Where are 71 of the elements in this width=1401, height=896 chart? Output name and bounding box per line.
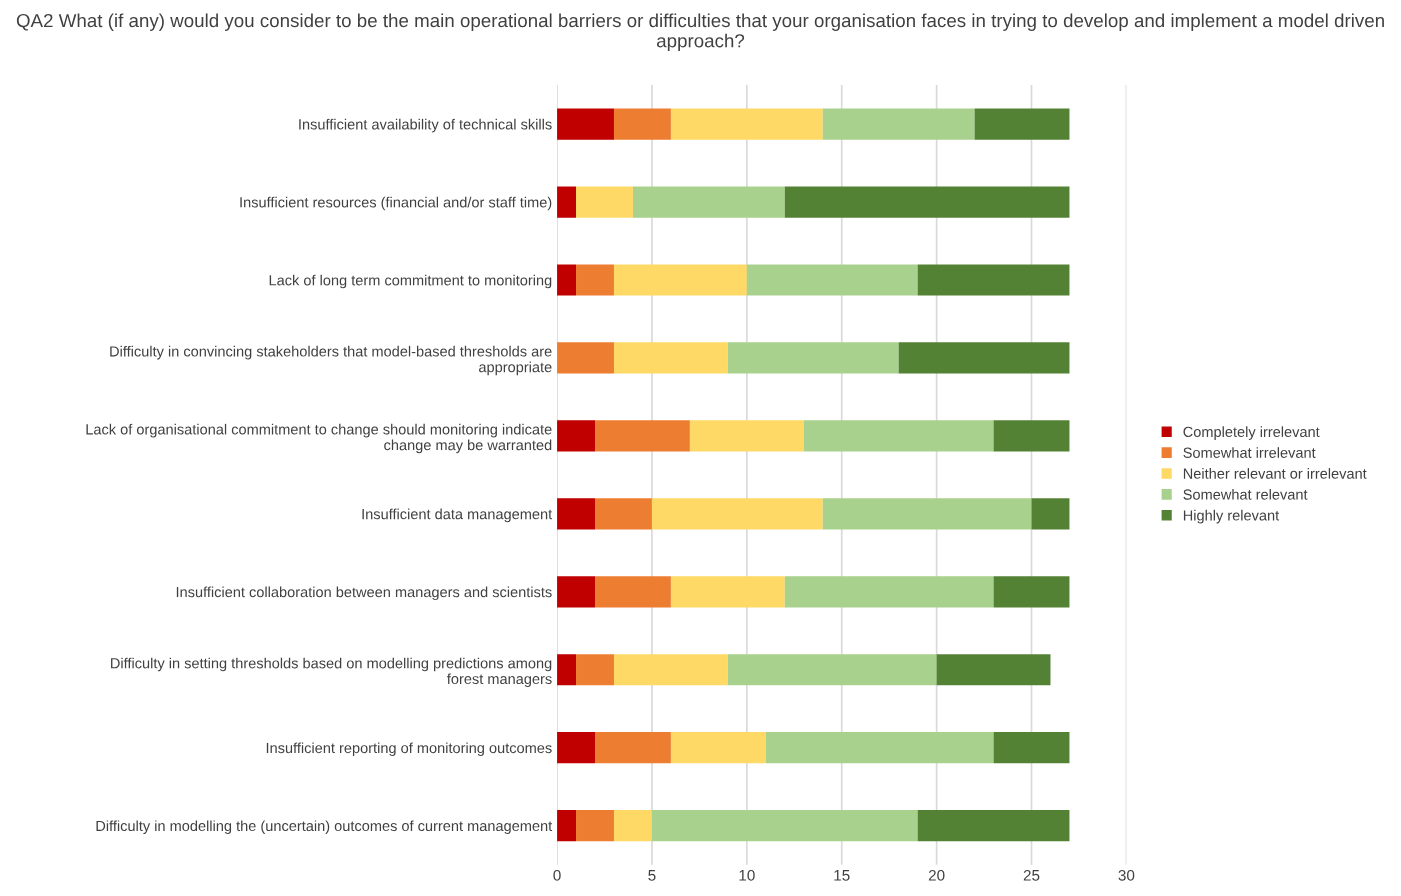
bar xyxy=(595,732,671,764)
bar xyxy=(576,264,614,296)
bar xyxy=(974,108,1070,140)
bar xyxy=(576,810,614,842)
legend-label: Completely irrelevant xyxy=(1183,426,1320,440)
bar xyxy=(936,654,1051,686)
y-tick-label: Difficulty in modelling the (uncertain) outcomes of current management xyxy=(96,820,553,834)
x-tick-label: 30 xyxy=(1118,869,1135,881)
bar xyxy=(557,108,614,140)
bar xyxy=(557,186,577,218)
bar xyxy=(576,654,614,686)
legend-label: Neither relevant or irrelevant xyxy=(1183,468,1367,479)
bar xyxy=(651,498,823,530)
bar xyxy=(670,732,766,764)
bar xyxy=(613,108,671,140)
bar xyxy=(576,186,633,218)
bar xyxy=(993,576,1070,608)
y-tick-label: Insufficient reporting of monitoring outcomes xyxy=(266,742,552,757)
bar xyxy=(803,420,994,452)
bar xyxy=(557,420,595,452)
bar xyxy=(993,732,1070,764)
y-tick-label: Difficulty in convincing stakeholders that model-based thresholds are appropriate xyxy=(110,345,552,376)
bar xyxy=(595,420,690,452)
x-tick-label: 5 xyxy=(648,870,656,881)
bar xyxy=(993,420,1070,452)
bar xyxy=(898,342,1070,374)
bar xyxy=(557,342,614,374)
bar xyxy=(613,264,747,296)
y-tick-label: Insufficient collaboration between managers and scientists xyxy=(176,586,552,601)
y-tick-label: Insufficient data management xyxy=(362,508,553,523)
bar xyxy=(613,810,652,842)
bar xyxy=(822,498,1032,530)
bar xyxy=(1031,498,1070,530)
y-tick-label: Insufficient resources (financial and/or staff time) xyxy=(240,196,552,211)
bar xyxy=(613,342,728,374)
bar xyxy=(822,108,975,140)
legend-label: Highly relevant xyxy=(1183,509,1280,524)
y-tick-label: Lack of long term commitment to monitoring xyxy=(269,274,552,289)
y-tick-label: Lack of organisational commitment to change should monitoring indicate change may be warranted xyxy=(86,423,552,454)
y-tick-label: Insufficient availability of technical skills xyxy=(299,118,552,133)
bar xyxy=(746,264,918,296)
y-tick-label: Difficulty in setting thresholds based on modelling predictions among forest managers xyxy=(111,657,552,687)
bar xyxy=(595,576,671,608)
bar xyxy=(727,654,937,686)
bar xyxy=(727,342,899,374)
bar xyxy=(784,186,1070,218)
bar xyxy=(557,810,577,842)
x-tick-label: 0 xyxy=(553,869,561,881)
bar xyxy=(670,576,785,608)
bar xyxy=(557,576,595,608)
x-tick-label: 15 xyxy=(834,870,850,881)
bar xyxy=(651,810,918,842)
bar xyxy=(613,654,728,686)
bar xyxy=(557,498,595,530)
bar xyxy=(557,654,577,686)
bar xyxy=(632,186,785,218)
chart-title: QA2 What (if any) would you consider to be the main operational barriers or difficulties that your organisation faces in trying to develop and implement a model driven approach? xyxy=(16,13,1384,52)
bar xyxy=(784,576,994,608)
bar xyxy=(917,810,1070,842)
bar xyxy=(765,732,994,764)
bar xyxy=(557,264,577,296)
legend-label: Somewhat relevant xyxy=(1183,488,1308,500)
bar xyxy=(595,498,652,530)
x-tick-label: 20 xyxy=(928,869,945,881)
bar xyxy=(917,264,1070,296)
bar xyxy=(689,420,804,452)
x-tick-label: 25 xyxy=(1023,869,1040,881)
legend-label: Somewhat irrelevant xyxy=(1183,447,1316,458)
bar xyxy=(670,108,823,140)
x-tick-label: 10 xyxy=(739,869,755,881)
bar xyxy=(557,732,595,764)
